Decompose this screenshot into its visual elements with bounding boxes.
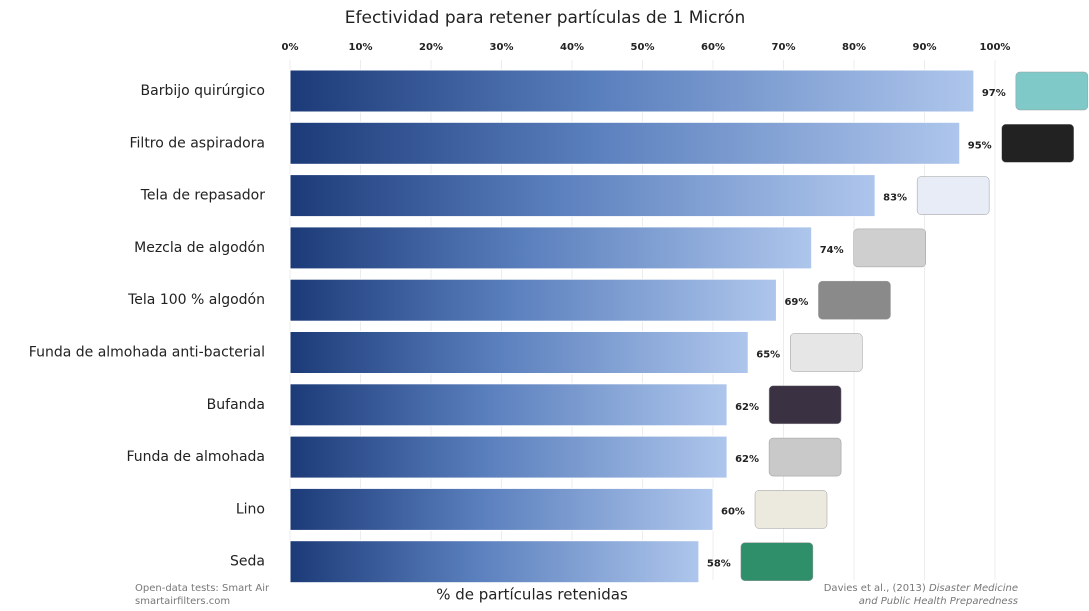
bar (289, 174, 876, 218)
y-tick-label: Bufanda (207, 397, 265, 413)
source-right-author: Davies et al., (2013) (824, 583, 929, 594)
x-tick-label: 10% (349, 42, 373, 53)
source-right-journal: Disaster Medicine (929, 583, 1018, 594)
value-label: 83% (883, 193, 907, 204)
bar (289, 226, 813, 270)
source-left: smartairfilters.com (135, 596, 230, 607)
bar (289, 278, 777, 322)
value-label: 74% (820, 245, 844, 256)
item-icon (916, 176, 990, 215)
item-icon (768, 437, 842, 477)
x-tick-label: 90% (913, 42, 937, 53)
value-label: 97% (982, 88, 1006, 99)
item-icon (818, 280, 891, 320)
value-label: 65% (756, 350, 780, 361)
x-tick-label: 100% (980, 42, 1011, 53)
source-left: Open-data tests: Smart Air (135, 583, 270, 594)
bar (289, 121, 961, 165)
x-tick-label: 80% (842, 42, 866, 53)
value-label: 62% (735, 454, 759, 465)
y-tick-label: Barbijo quirúrgico (141, 83, 265, 99)
y-tick-label: Seda (230, 554, 265, 570)
item-icon (768, 385, 842, 425)
y-tick-label: Lino (236, 501, 265, 517)
bar (289, 331, 749, 374)
value-label: 95% (968, 140, 992, 151)
item-icon (853, 228, 926, 268)
y-tick-label: Funda de almohada anti-bacterial (29, 345, 265, 361)
bar (289, 540, 700, 584)
item-icon (1001, 124, 1074, 163)
chart-title: Efectividad para retener partículas de 1… (345, 8, 745, 28)
x-tick-label: 50% (631, 42, 655, 53)
item-icon (754, 490, 828, 529)
value-label: 62% (735, 402, 759, 413)
y-tick-label: Funda de almohada (127, 449, 266, 465)
item-icon (740, 542, 814, 581)
y-tick-label: Filtro de aspiradora (130, 135, 266, 151)
item-icon (790, 333, 863, 372)
bar (289, 383, 728, 427)
x-axis-title: % de partículas retenidas (436, 586, 628, 604)
y-tick-label: Mezcla de algodón (134, 240, 265, 256)
source-right: Davies et al., (2013) Disaster Medicine (824, 583, 1018, 594)
x-tick-label: 30% (490, 42, 514, 53)
x-tick-label: 20% (419, 42, 443, 53)
item-icon (1015, 71, 1089, 111)
x-tick-label: 40% (560, 42, 584, 53)
x-tick-label: 60% (701, 42, 725, 53)
bar (289, 435, 728, 479)
bar (289, 487, 714, 531)
value-label: 58% (707, 559, 731, 570)
y-tick-label: Tela de repasador (140, 188, 266, 204)
source-right-journal: and Public Health Preparedness (859, 596, 1018, 607)
bar (289, 69, 975, 113)
value-label: 60% (721, 506, 745, 517)
value-label: 69% (784, 297, 808, 308)
x-tick-label: 70% (772, 42, 796, 53)
y-tick-label: Tela 100 % algodón (127, 292, 265, 308)
x-tick-label: 0% (282, 42, 299, 53)
